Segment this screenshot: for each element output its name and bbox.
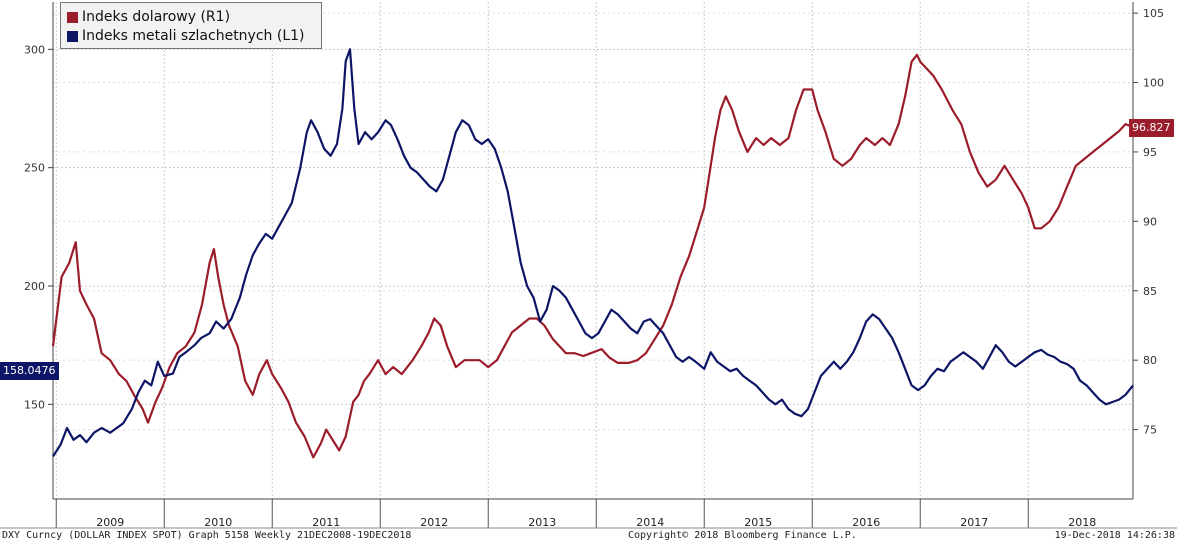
left-value-tag: 158.0476 bbox=[0, 362, 59, 380]
x-tick-label: 2009 bbox=[96, 516, 124, 529]
legend-swatch-metals bbox=[67, 30, 78, 42]
x-tick-label: 2014 bbox=[636, 516, 664, 529]
x-tick-label: 2012 bbox=[420, 516, 448, 529]
legend-item-dollar: Indeks dolarowy (R1) bbox=[67, 8, 230, 26]
x-tick-label: 2010 bbox=[204, 516, 232, 529]
footer-timestamp: 19-Dec-2018 14:26:38 bbox=[1054, 530, 1175, 541]
legend: Indeks dolarowy (R1) Indeks metali szlac… bbox=[60, 2, 322, 49]
right-tick-label: 75 bbox=[1143, 424, 1157, 437]
x-tick-label: 2017 bbox=[960, 516, 988, 529]
legend-item-metals: Indeks metali szlachetnych (L1) bbox=[67, 27, 305, 45]
legend-swatch-dollar bbox=[67, 11, 78, 23]
left-tick-label: 200 bbox=[24, 280, 45, 293]
series-line-dollar-index bbox=[51, 53, 1134, 459]
left-tick-label: 150 bbox=[24, 398, 45, 411]
right-tick-label: 90 bbox=[1143, 215, 1157, 228]
right-tick-label: 85 bbox=[1143, 285, 1157, 298]
right-tick-label: 105 bbox=[1143, 7, 1164, 20]
right-tick-label: 95 bbox=[1143, 146, 1157, 159]
left-tick-label: 300 bbox=[24, 43, 45, 56]
footer-source: DXY Curncy (DOLLAR INDEX SPOT) Graph 515… bbox=[2, 530, 412, 541]
x-tick-label: 2018 bbox=[1068, 516, 1096, 529]
right-tick-label: 100 bbox=[1143, 77, 1164, 90]
left-tick-label: 250 bbox=[24, 162, 45, 175]
footer-copyright: Copyright© 2018 Bloomberg Finance L.P. bbox=[628, 530, 857, 541]
series-line-precious-metals bbox=[52, 48, 1134, 457]
right-value-tag: 96.827 bbox=[1129, 119, 1174, 137]
legend-label-metals: Indeks metali szlachetnych (L1) bbox=[82, 28, 305, 44]
x-tick-label: 2013 bbox=[528, 516, 556, 529]
axes: 2009 2010 2011 2012 2013 2014 2015 2016 2017 2018… bbox=[0, 2, 1177, 529]
x-tick-label: 2016 bbox=[852, 516, 880, 529]
x-tick-label: 2015 bbox=[744, 516, 772, 529]
right-tick-label: 80 bbox=[1143, 354, 1157, 367]
x-tick-label: 2011 bbox=[312, 516, 340, 529]
series-lines bbox=[51, 48, 1134, 459]
legend-label-dollar: Indeks dolarowy (R1) bbox=[82, 9, 231, 25]
